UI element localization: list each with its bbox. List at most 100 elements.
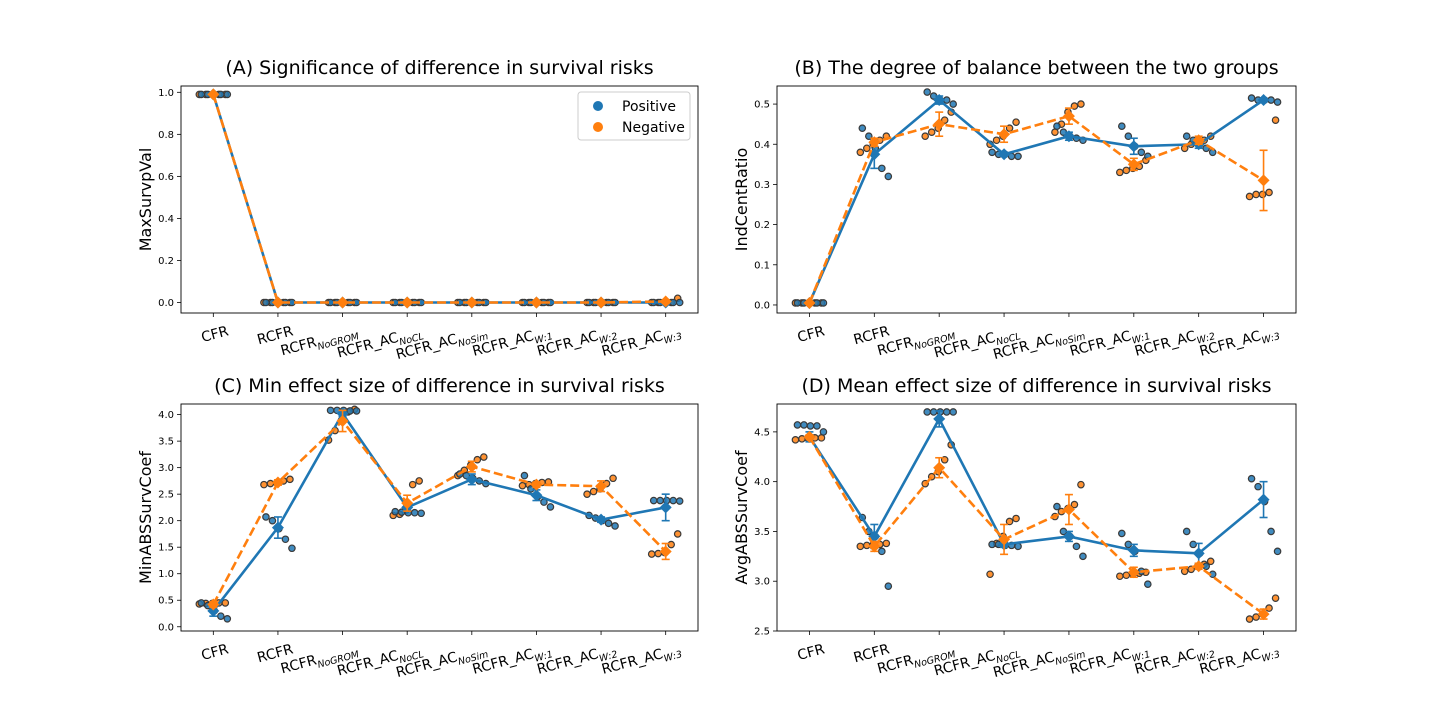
positive-mean-marker — [1127, 544, 1140, 557]
positive-swarm-point — [669, 496, 677, 505]
positive-swarm-point — [604, 519, 613, 528]
positive-swarm-point — [223, 90, 232, 99]
x-tick-label: CFR — [200, 323, 231, 346]
negative-mean-marker — [868, 136, 881, 149]
negative-swarm-point — [863, 541, 871, 550]
positive-swarm-point — [949, 100, 957, 108]
positive-swarm-point — [1118, 122, 1126, 130]
negative-swarm-point — [791, 436, 800, 444]
negative-swarm-point — [1077, 100, 1085, 108]
x-tick-label: CFR — [796, 641, 827, 664]
positive-swarm-point — [878, 164, 886, 173]
y-tick-label: 0.1 — [754, 260, 770, 271]
positive-swarm-point — [197, 599, 206, 607]
negative-mean-marker — [803, 296, 816, 309]
negative-swarm-point — [921, 132, 929, 141]
negative-swarm-point — [609, 474, 617, 483]
y-tick-label: 2.0 — [158, 516, 174, 527]
y-tick-label: 3.0 — [158, 463, 174, 474]
positive-mean-marker — [271, 521, 284, 534]
positive-swarm-point — [884, 172, 893, 181]
legend-label: Positive — [622, 99, 676, 115]
negative-mean-marker — [271, 296, 284, 309]
negative-swarm-point — [1245, 615, 1254, 623]
y-tick-label: 0.0 — [158, 622, 174, 633]
positive-swarm-point — [326, 406, 335, 415]
y-tick-label: 0.3 — [754, 180, 770, 191]
negative-swarm-point — [1012, 118, 1020, 126]
negative-swarm-point — [1005, 517, 1014, 526]
negative-mean-marker — [207, 598, 220, 611]
positive-swarm-point — [1072, 542, 1081, 551]
negative-mean-marker — [401, 497, 414, 510]
negative-swarm-point — [1122, 166, 1131, 175]
chart-panel-2: (C) Min effect size of difference in sur… — [136, 375, 699, 681]
positive-swarm-point — [819, 428, 828, 436]
positive-swarm-point — [417, 509, 425, 518]
negative-swarm-point — [1252, 190, 1260, 199]
positive-series-line — [808, 416, 1265, 555]
negative-series-line — [808, 114, 1265, 304]
negative-swarm-point — [1012, 514, 1020, 523]
positive-swarm-point — [217, 612, 225, 620]
negative-mean-marker — [207, 88, 220, 101]
positive-swarm-point — [1137, 148, 1146, 157]
x-tick-label-subscript: W:3 — [663, 331, 684, 346]
positive-mean-marker — [1192, 547, 1205, 560]
positive-swarm-point — [656, 496, 664, 505]
negative-swarm-point — [518, 481, 527, 490]
positive-swarm-point — [1247, 94, 1256, 102]
y-tick-label: 0.0 — [754, 300, 770, 311]
positive-swarm-point — [1273, 98, 1282, 106]
legend-box — [577, 91, 691, 141]
y-tick-label: 3.5 — [754, 527, 770, 538]
negative-mean-marker — [659, 295, 672, 308]
positive-swarm-point — [391, 507, 399, 516]
negative-mean-marker — [933, 461, 946, 474]
positive-swarm-point — [1014, 152, 1022, 161]
y-tick-label: 0.4 — [754, 140, 770, 151]
positive-swarm-point — [1118, 529, 1126, 538]
positive-mean-marker — [1257, 94, 1270, 107]
plot-frame — [180, 403, 699, 632]
x-tick-label-subscript: W:2 — [598, 649, 619, 664]
negative-swarm-point — [1116, 572, 1124, 581]
negative-swarm-point — [647, 550, 656, 558]
positive-swarm-point — [223, 615, 232, 623]
y-tick-label: 0.2 — [754, 220, 770, 231]
negative-mean-marker — [336, 414, 349, 427]
negative-swarm-point — [1271, 116, 1280, 124]
positive-swarm-point — [988, 540, 996, 549]
y-tick-label: 0.4 — [158, 214, 174, 225]
positive-mean-marker — [998, 148, 1011, 161]
positive-swarm-point — [546, 503, 555, 511]
positive-swarm-point — [649, 496, 658, 505]
positive-swarm-point — [352, 407, 361, 415]
legend-label: Negative — [622, 120, 685, 136]
positive-swarm-point — [1053, 502, 1061, 511]
chart-title: (D) Mean effect size of difference in su… — [801, 375, 1271, 397]
chart-title: (B) The degree of balance between the tw… — [794, 57, 1278, 79]
positive-mean-marker — [1062, 530, 1075, 543]
negative-mean-marker — [659, 545, 672, 558]
positive-swarm-point — [1273, 547, 1282, 556]
x-tick-label-subscript: W:3 — [663, 649, 684, 664]
positive-swarm-point — [858, 124, 867, 132]
positive-swarm-point — [1254, 482, 1262, 491]
y-tick-label: 0.5 — [158, 596, 174, 607]
positive-mean-marker — [659, 501, 672, 514]
negative-mean-marker — [1062, 110, 1075, 123]
negative-swarm-point — [940, 116, 949, 124]
y-tick-label: 3.0 — [754, 577, 770, 588]
negative-mean-marker — [1192, 134, 1205, 147]
negative-series-line — [212, 419, 667, 606]
positive-mean-marker — [595, 513, 608, 526]
plot-frame — [776, 403, 1297, 632]
positive-swarm-point — [262, 298, 270, 307]
y-tick-label: 4.0 — [158, 410, 174, 421]
negative-swarm-point — [1265, 604, 1273, 612]
x-tick-label-subscript: W:2 — [1196, 331, 1217, 346]
positive-mean-marker — [933, 412, 946, 425]
negative-mean-marker — [530, 478, 543, 491]
